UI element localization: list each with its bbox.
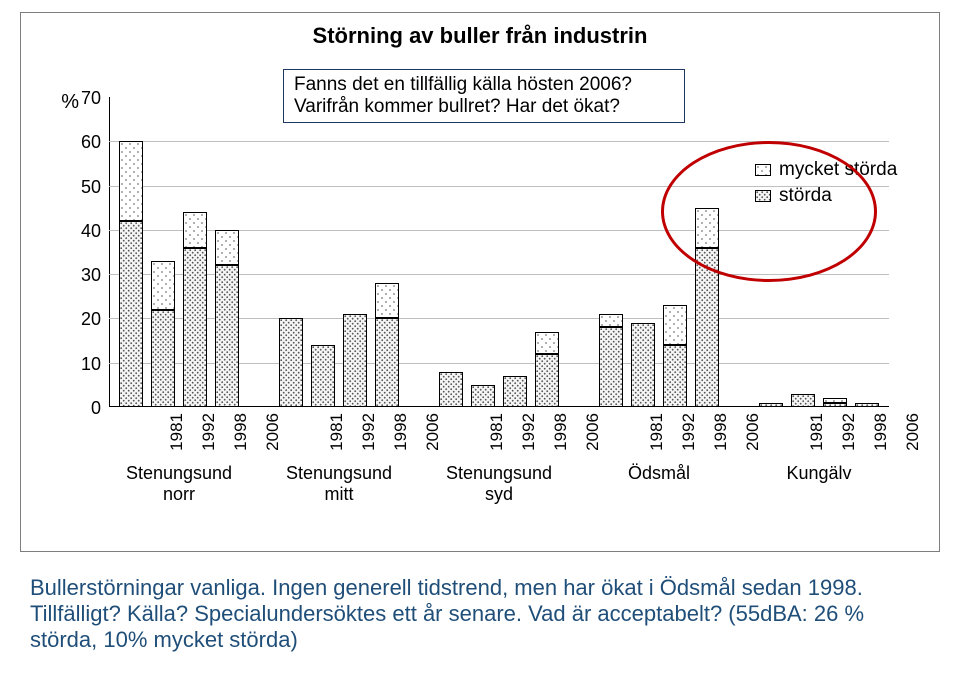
bar-seg-storda — [823, 403, 847, 407]
y-tick-label: 40 — [69, 221, 101, 242]
x-tick-year: 1981 — [647, 413, 667, 451]
x-tick-year: 1992 — [359, 413, 379, 451]
bar-seg-mycket — [375, 283, 399, 318]
bar — [759, 403, 783, 407]
bar — [535, 332, 559, 407]
bar — [471, 385, 495, 407]
bar-seg-mycket — [663, 305, 687, 345]
x-tick-year: 2006 — [903, 413, 923, 451]
bar-seg-mycket — [151, 261, 175, 310]
bar-seg-storda — [503, 376, 527, 407]
bar-seg-storda — [215, 265, 239, 407]
bar — [375, 283, 399, 407]
bar-seg-mycket — [215, 230, 239, 265]
x-tick-year: 1998 — [391, 413, 411, 451]
x-tick-year: 1981 — [487, 413, 507, 451]
bar — [343, 314, 367, 407]
x-tick-year: 1981 — [327, 413, 347, 451]
y-tick-label: 50 — [69, 177, 101, 198]
bar-seg-storda — [183, 248, 207, 407]
bar — [279, 318, 303, 407]
y-tick-label: 70 — [69, 88, 101, 109]
x-group-label: Ödsmål — [591, 463, 727, 484]
bar — [599, 314, 623, 407]
bar-seg-storda — [343, 314, 367, 407]
bar — [151, 261, 175, 407]
bar-seg-storda — [663, 345, 687, 407]
bar-seg-storda — [855, 403, 879, 407]
bar-seg-storda — [311, 345, 335, 407]
x-group-label: Kungälv — [751, 463, 887, 484]
bar-seg-mycket — [599, 314, 623, 327]
x-group-label: Stenungsund mitt — [271, 463, 407, 505]
x-tick-year: 2006 — [263, 413, 283, 451]
bar-seg-storda — [471, 385, 495, 407]
x-tick-year: 1981 — [807, 413, 827, 451]
bar — [631, 323, 655, 407]
y-tick-label: 10 — [69, 354, 101, 375]
bar-seg-storda — [375, 318, 399, 407]
bar-seg-storda — [791, 394, 815, 407]
bar-seg-storda — [631, 323, 655, 407]
x-tick-year: 1992 — [839, 413, 859, 451]
x-tick-year: 1998 — [551, 413, 571, 451]
x-tick-year: 2006 — [743, 413, 763, 451]
bar-seg-mycket — [183, 212, 207, 247]
bar-seg-storda — [119, 221, 143, 407]
bar — [215, 230, 239, 407]
x-group-label: Stenungsund syd — [431, 463, 567, 505]
y-tick-label: 60 — [69, 132, 101, 153]
caption-text: Bullerstörningar vanliga. Ingen generell… — [30, 575, 930, 653]
bar — [503, 376, 527, 407]
y-tick-label: 0 — [69, 398, 101, 419]
y-tick-label: 20 — [69, 309, 101, 330]
x-tick-year: 1981 — [167, 413, 187, 451]
x-tick-year: 1998 — [711, 413, 731, 451]
bar — [119, 141, 143, 407]
x-group-label: Stenungsund norr — [111, 463, 247, 505]
x-tick-year: 2006 — [423, 413, 443, 451]
bar-seg-storda — [759, 403, 783, 407]
bar — [439, 372, 463, 407]
bar-seg-mycket — [823, 398, 847, 402]
x-tick-year: 1992 — [679, 413, 699, 451]
bar-seg-storda — [535, 354, 559, 407]
bar — [823, 398, 847, 407]
bar-seg-storda — [151, 310, 175, 407]
slide: Störning av buller från industrin Fanns … — [0, 0, 960, 683]
y-tick-label: 30 — [69, 265, 101, 286]
bar-seg-storda — [599, 327, 623, 407]
bar-seg-storda — [439, 372, 463, 407]
bar — [791, 394, 815, 407]
bar-seg-mycket — [535, 332, 559, 354]
bar-seg-mycket — [119, 141, 143, 221]
x-tick-year: 1992 — [199, 413, 219, 451]
x-tick-year: 1998 — [231, 413, 251, 451]
callout-line-1: Fanns det en tillfällig källa hösten 200… — [294, 74, 674, 96]
x-tick-year: 1992 — [519, 413, 539, 451]
x-tick-year: 2006 — [583, 413, 603, 451]
chart-title: Störning av buller från industrin — [21, 23, 939, 49]
bar-seg-storda — [279, 318, 303, 407]
x-tick-year: 1998 — [871, 413, 891, 451]
highlight-ellipse — [661, 141, 877, 282]
bar — [311, 345, 335, 407]
bar — [183, 212, 207, 407]
chart-frame: Störning av buller från industrin Fanns … — [20, 12, 940, 552]
bar — [663, 305, 687, 407]
y-axis — [109, 97, 110, 407]
bar — [855, 403, 879, 407]
